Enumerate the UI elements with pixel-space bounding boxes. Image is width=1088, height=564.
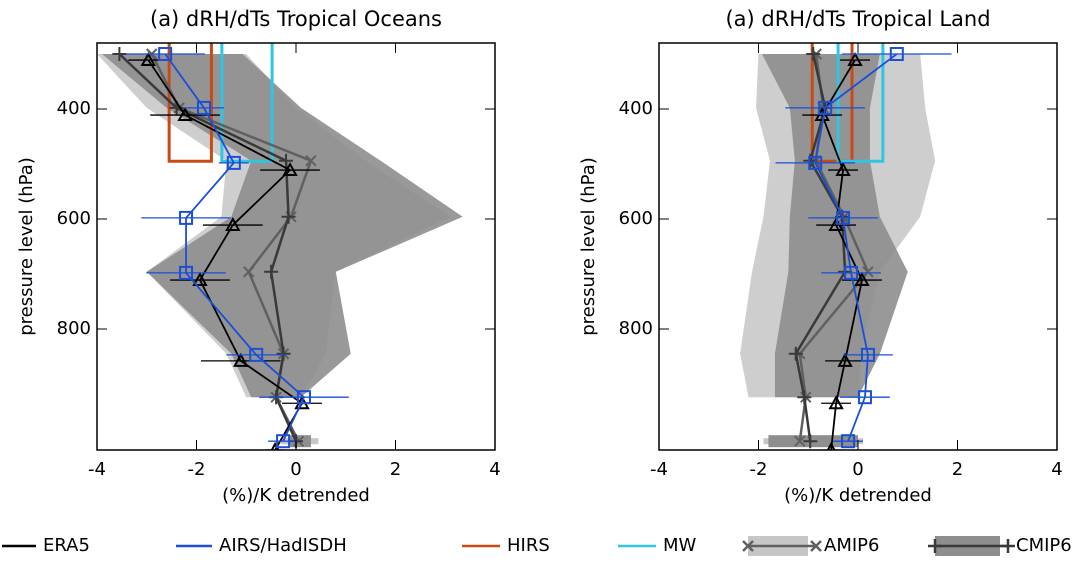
y-axis-label: pressure level (hPa) [578,157,599,336]
layer-box [836,43,885,163]
profile-line [118,53,298,442]
plus-marker [797,390,812,405]
square-marker [158,47,173,61]
square-marker [857,390,872,405]
x-tick-label: 4 [489,459,500,480]
x-axis-label: (%)/K detrended [784,485,932,506]
legend-label: HIRS [507,535,550,556]
x-tick-label: -4 [650,459,668,480]
plus-marker [279,153,294,168]
plus-marker [788,346,803,361]
square-marker [860,347,875,362]
y-tick-label: 600 [57,208,91,229]
plot-area [740,43,952,450]
triangle-marker [140,51,156,67]
square-marker [836,210,851,225]
triangle-marker [282,161,298,177]
triangle-marker [177,106,193,122]
y-tick-label: 800 [57,318,91,339]
model-range-band [101,54,463,398]
x-tick-label: 0 [290,459,301,480]
triangle-marker [847,51,863,67]
x-tick-label: -2 [188,459,206,480]
x-tick-label: 2 [390,459,401,480]
x-tick-label: 0 [852,459,863,480]
square-marker [841,434,856,449]
square-marker [818,100,833,115]
x-tick-label: 4 [1051,459,1062,480]
chart-title: (a) dRH/dTs Tropical Land [725,7,990,31]
triangle-marker [837,352,853,367]
legend-label: AMIP6 [824,535,879,556]
triangle-marker [835,161,851,177]
square-marker [889,47,904,61]
y-tick-label: 400 [57,98,91,119]
x-marker [305,154,317,167]
triangle-marker [828,395,844,410]
profile-line [814,53,898,442]
plus-marker [803,434,818,449]
legend-label: MW [663,535,697,556]
plus-marker [928,539,942,553]
y-tick-label: 800 [619,318,653,339]
triangle-marker [192,271,208,287]
y-tick-label: 400 [619,98,653,119]
plus-marker [112,47,127,61]
plot-area [97,43,463,450]
y-axis-label: pressure level (hPa) [16,157,37,336]
legend-label: ERA5 [43,535,90,556]
square-marker [249,347,264,362]
chart-title: (a) dRH/dTs Tropical Oceans [150,7,442,31]
plus-marker [276,346,291,361]
x-marker [742,540,754,552]
square-marker [844,265,859,280]
layer-box [810,43,854,163]
square-marker [196,100,211,115]
x-marker [810,540,822,552]
x-axis-label: (%)/K detrended [222,485,370,506]
x-marker [862,266,874,278]
square-marker [276,434,291,449]
triangle-marker [225,216,241,232]
square-marker [296,390,311,405]
layer-box [220,43,274,163]
square-marker [179,265,194,280]
y-tick-label: 600 [619,208,653,229]
x-tick-label: -2 [750,459,768,480]
legend-label: CMIP6 [1016,535,1072,556]
profile-line [821,59,863,450]
x-tick-label: -4 [88,459,106,480]
plus-marker [1001,539,1015,553]
x-marker [243,266,255,278]
square-marker [808,155,823,170]
x-tick-label: 2 [952,459,963,480]
square-marker [226,155,241,170]
plus-marker [281,209,296,224]
triangle-marker [854,271,870,287]
plus-marker [264,264,279,279]
legend-label: AIRS/HadISDH [219,535,347,556]
profile-line [164,53,306,442]
triangle-marker [233,352,249,367]
square-marker [179,210,194,225]
x-marker [794,435,806,447]
profile-line [147,59,304,450]
plus-marker [806,47,821,61]
